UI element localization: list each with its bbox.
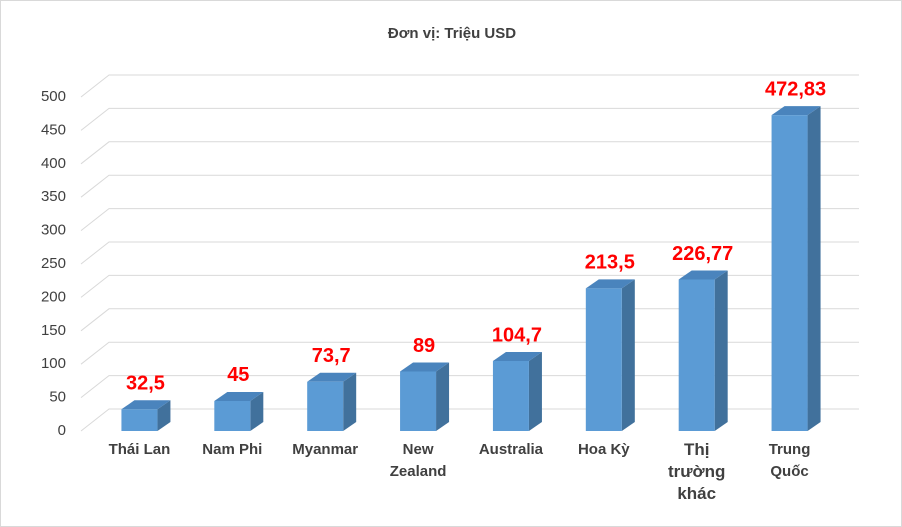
bar — [121, 400, 171, 431]
bar-face — [807, 106, 821, 431]
bar-face — [528, 352, 542, 431]
y-tick-label: 500 — [41, 88, 66, 105]
bar-face — [400, 371, 437, 431]
x-tick-label: Trung Quốc — [768, 441, 811, 480]
value-label: 226,77 — [672, 243, 733, 265]
grid-line — [80, 308, 859, 332]
chart-title: Đơn vị: Triệu USD — [388, 25, 516, 42]
value-label: 472,83 — [765, 78, 826, 100]
grid-line — [80, 274, 859, 298]
bar-face — [771, 106, 821, 116]
bar — [585, 279, 635, 431]
grid-line — [80, 375, 859, 398]
grid-line — [80, 141, 859, 165]
bar — [214, 391, 264, 431]
grid-line — [80, 341, 859, 365]
value-label: 213,5 — [585, 252, 635, 274]
value-label: 45 — [227, 364, 249, 386]
grid-line — [80, 208, 859, 231]
bar-face — [157, 400, 171, 431]
y-tick-label: 100 — [41, 355, 66, 372]
x-tick-label: Hoa Kỳ — [577, 441, 630, 458]
bar-face — [714, 270, 728, 431]
bar-face — [436, 362, 450, 431]
x-tick-label: Thị trường khác — [667, 440, 726, 503]
bar-face — [678, 279, 715, 431]
y-tick-label: 300 — [41, 222, 66, 239]
bar — [307, 372, 357, 431]
bar-face — [400, 362, 450, 372]
x-tick-label: Myanmar — [292, 441, 359, 458]
bar-face — [343, 372, 357, 431]
y-tick-label: 0 — [58, 422, 66, 439]
grid-line — [80, 408, 859, 432]
bar-face — [214, 400, 251, 431]
bar-face — [621, 279, 635, 431]
y-tick-label: 50 — [49, 389, 66, 406]
value-label: 89 — [413, 335, 435, 357]
y-tick-label: 150 — [41, 322, 66, 339]
bar-face — [492, 352, 542, 362]
x-tick-label: Nam Phi — [202, 441, 263, 458]
bar — [678, 270, 728, 431]
grid-line — [80, 74, 859, 98]
x-tick-label: Thái Lan — [108, 441, 171, 458]
y-tick-label: 450 — [41, 121, 66, 138]
x-tick-label: Australia — [478, 441, 544, 458]
value-label: 73,7 — [312, 345, 351, 367]
grid-line — [80, 174, 859, 198]
grid-line — [80, 107, 859, 131]
bar — [492, 352, 542, 431]
y-tick-label: 200 — [41, 288, 66, 305]
bar-face — [121, 409, 158, 431]
bar-face — [678, 270, 728, 280]
value-label: 104,7 — [492, 324, 542, 346]
grid-line — [80, 241, 859, 265]
bar — [771, 106, 821, 431]
bar-face — [307, 381, 344, 431]
bar-face — [250, 391, 264, 431]
y-tick-label: 400 — [41, 155, 66, 172]
bar-face — [492, 361, 529, 431]
bar — [400, 362, 450, 431]
bar-face — [771, 115, 808, 431]
bar-face — [585, 288, 622, 431]
y-tick-label: 250 — [41, 255, 66, 272]
bar-face — [307, 372, 357, 382]
value-label: 32,5 — [126, 373, 165, 395]
bar-face — [585, 279, 635, 289]
bar-face — [214, 391, 264, 401]
y-tick-label: 350 — [41, 188, 66, 205]
x-tick-label: New Zealand — [389, 441, 447, 480]
bar-face — [121, 400, 171, 410]
